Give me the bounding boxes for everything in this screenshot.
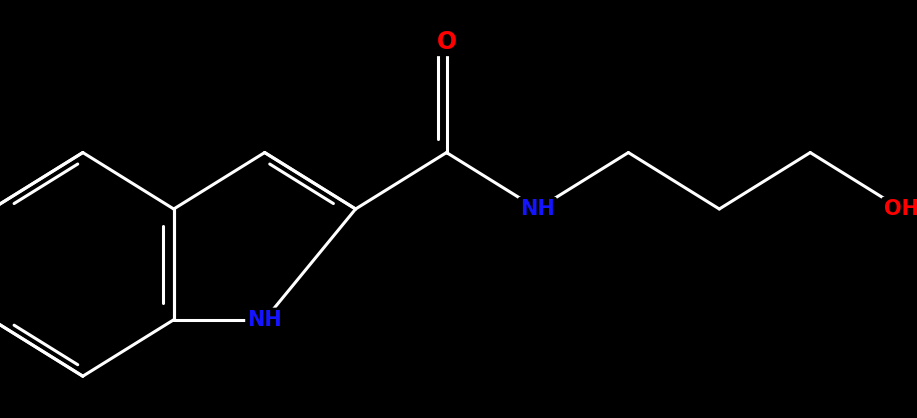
Text: OH: OH xyxy=(884,199,917,219)
Text: NH: NH xyxy=(248,310,282,330)
Text: NH: NH xyxy=(520,199,555,219)
Text: OH: OH xyxy=(884,199,917,219)
Text: O: O xyxy=(436,30,457,54)
Text: O: O xyxy=(436,30,457,54)
Text: NH: NH xyxy=(248,310,282,330)
Text: NH: NH xyxy=(520,199,555,219)
